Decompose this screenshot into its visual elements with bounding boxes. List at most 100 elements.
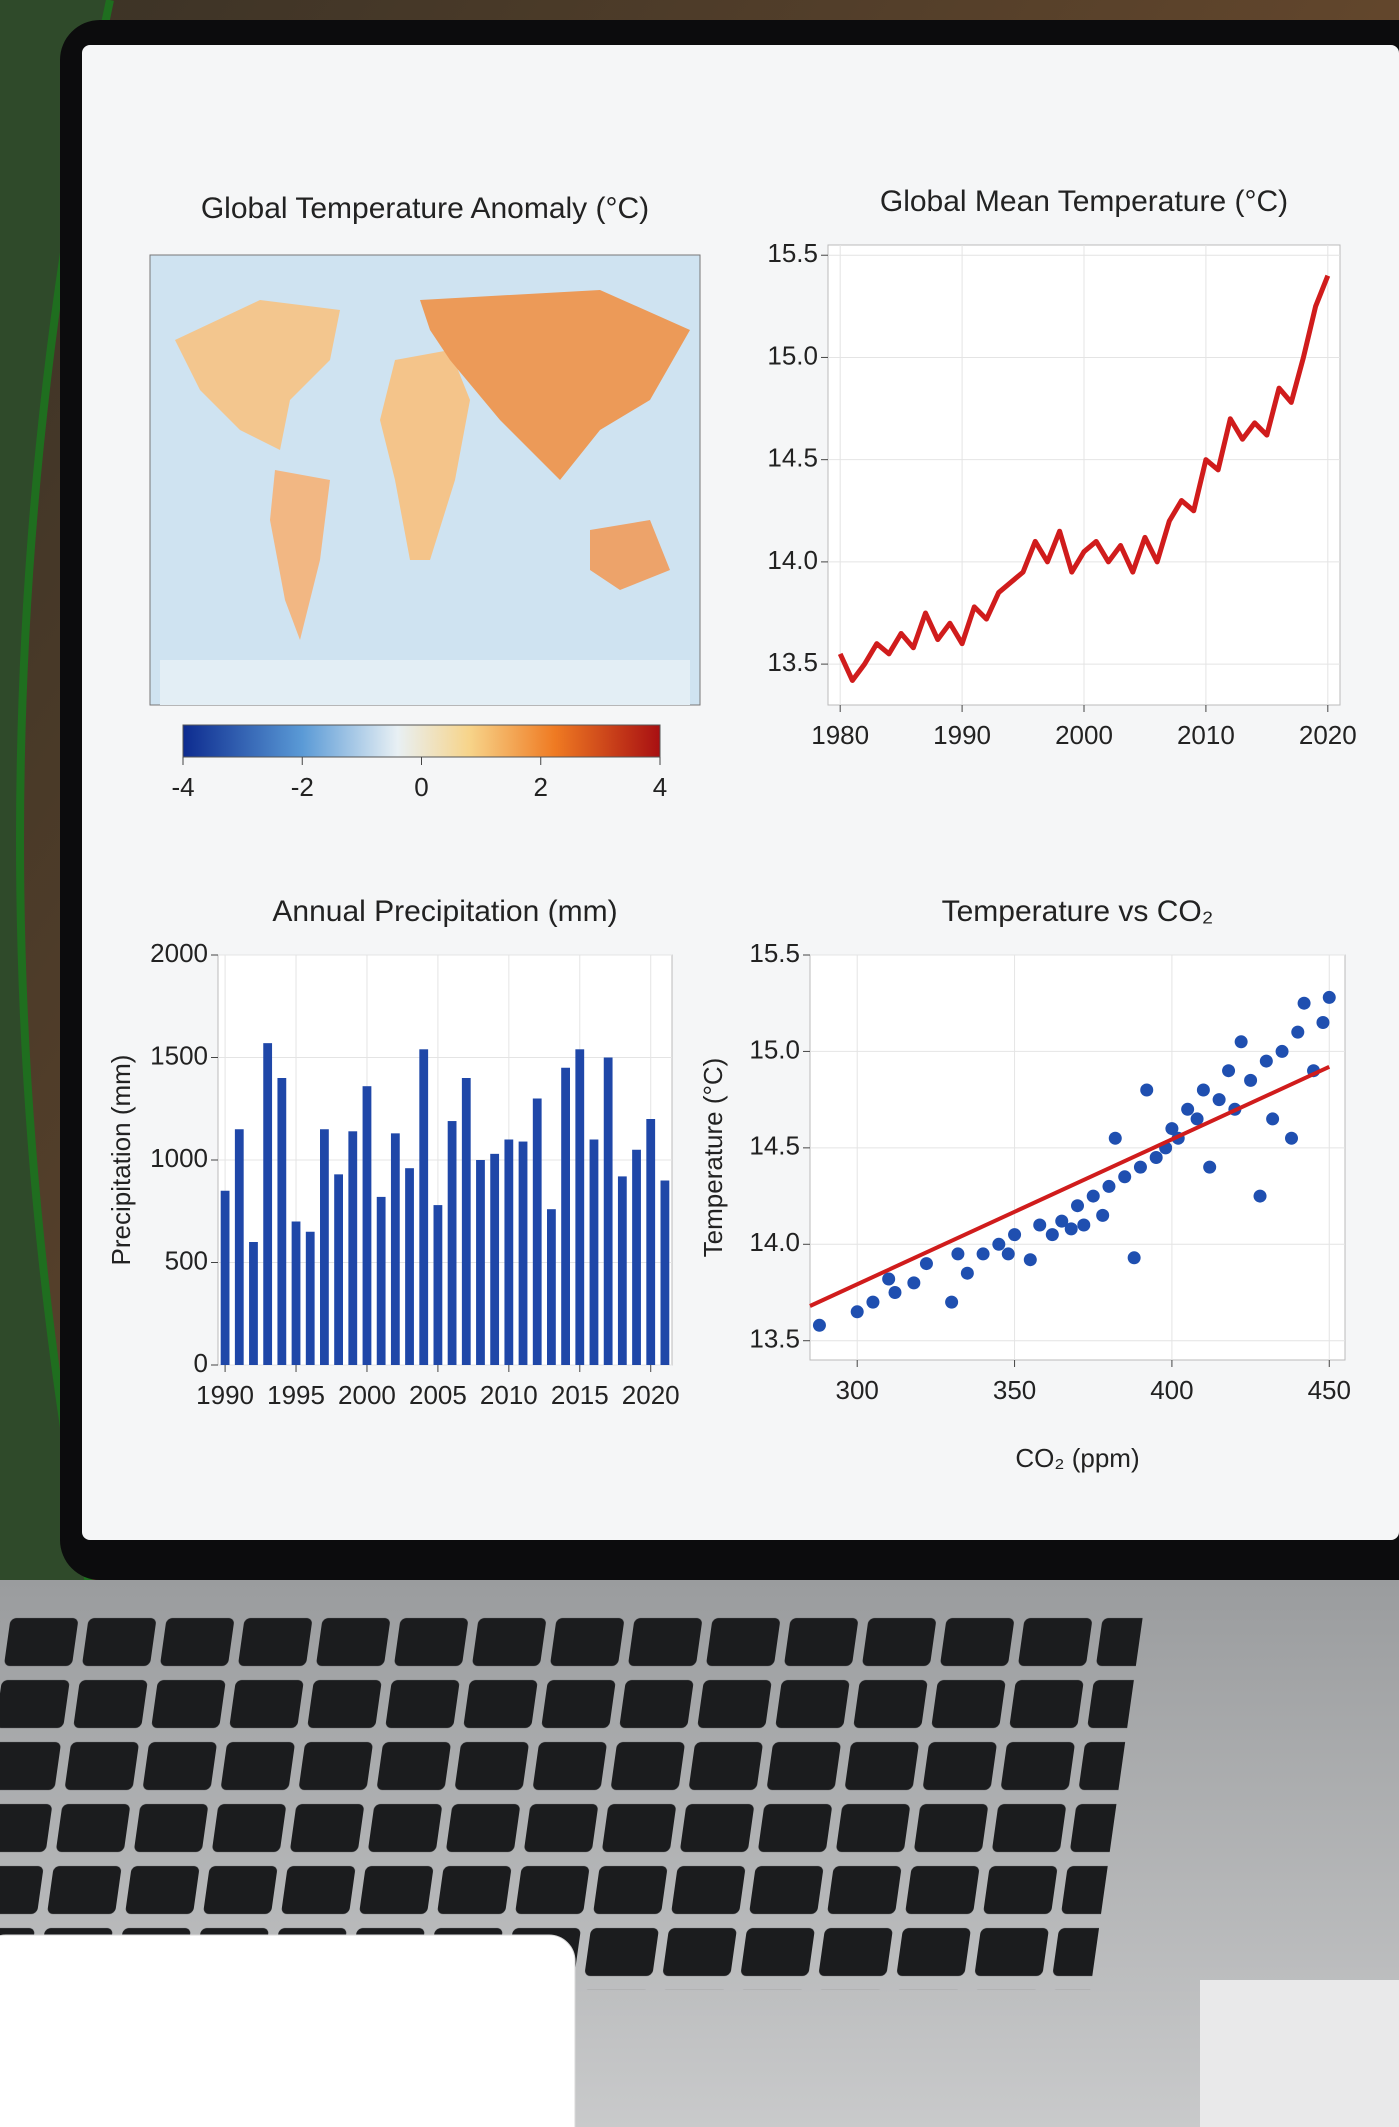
bar (434, 1205, 443, 1365)
scatter-point (1150, 1151, 1163, 1164)
bar (405, 1168, 414, 1365)
card (0, 1935, 575, 2127)
bar (221, 1191, 230, 1365)
chart-title: Global Mean Temperature (°C) (880, 185, 1288, 218)
scatter-point (907, 1276, 920, 1289)
y-tick-label: 15.5 (749, 938, 800, 968)
bar (277, 1078, 286, 1365)
chart-title: Global Temperature Anomaly (°C) (201, 192, 649, 225)
colorbar-tick-label: -2 (291, 772, 314, 802)
y-tick-label: 14.0 (767, 545, 818, 575)
x-tick-label: 1990 (196, 1380, 254, 1410)
x-tick-label: 2010 (1177, 720, 1235, 750)
bar (490, 1154, 499, 1365)
bar (533, 1099, 542, 1366)
scatter-point (1197, 1084, 1210, 1097)
bar (646, 1119, 655, 1365)
x-tick-label: 2000 (1055, 720, 1113, 750)
x-tick-label: 2020 (1299, 720, 1357, 750)
keyboard (0, 1610, 1144, 1990)
scatter-point (977, 1247, 990, 1260)
y-tick-label: 15.5 (767, 238, 818, 268)
bar (263, 1043, 272, 1365)
x-tick-label: 1980 (811, 720, 869, 750)
y-axis-label: Temperature (°C) (698, 1058, 728, 1258)
bar (590, 1140, 599, 1366)
scatter-point (813, 1319, 826, 1332)
y-tick-label: 500 (165, 1245, 208, 1275)
colorbar-tick-label: -4 (171, 772, 194, 802)
map-art (150, 255, 700, 757)
scatter-point (945, 1296, 958, 1309)
bar (320, 1129, 329, 1365)
scatter-point (1266, 1112, 1279, 1125)
page: Global Temperature Anomaly (°C)-4-2024Gl… (0, 0, 1399, 2127)
scatter-point (1260, 1055, 1273, 1068)
scatter-point (951, 1247, 964, 1260)
scatter-point (1316, 1016, 1329, 1029)
scatter-point (1298, 997, 1311, 1010)
bar (306, 1232, 315, 1365)
bar (462, 1078, 471, 1365)
scatter-point (1222, 1064, 1235, 1077)
y-tick-label: 15.0 (767, 340, 818, 370)
scatter-point (1181, 1103, 1194, 1116)
scatter-point (1087, 1190, 1100, 1203)
x-tick-label: 2020 (622, 1380, 680, 1410)
scatter-point (992, 1238, 1005, 1251)
x-tick-label: 450 (1308, 1375, 1351, 1405)
scatter-point (1033, 1219, 1046, 1232)
bar (504, 1140, 513, 1366)
x-tick-label: 300 (836, 1375, 879, 1405)
scatter-point (1046, 1228, 1059, 1241)
scatter-point (1213, 1093, 1226, 1106)
bar (519, 1142, 528, 1365)
scatter-point (961, 1267, 974, 1280)
x-tick-label: 2005 (409, 1380, 467, 1410)
scatter-point (851, 1305, 864, 1318)
chart-title: Temperature vs CO₂ (942, 895, 1214, 928)
y-axis-label: Precipitation (mm) (106, 1055, 136, 1266)
bar (661, 1181, 670, 1366)
colorbar-tick-label: 4 (653, 772, 667, 802)
x-tick-label: 2010 (480, 1380, 538, 1410)
scatter-point (1128, 1251, 1141, 1264)
scatter-point (866, 1296, 879, 1309)
y-tick-label: 15.0 (749, 1034, 800, 1064)
bar (292, 1222, 301, 1366)
bar (391, 1133, 400, 1365)
bar (618, 1176, 627, 1365)
y-tick-label: 14.5 (767, 443, 818, 473)
x-tick-label: 2015 (551, 1380, 609, 1410)
bar (334, 1174, 343, 1365)
colorbar-tick-label: 0 (414, 772, 428, 802)
scatter-point (1244, 1074, 1257, 1087)
bar (561, 1068, 570, 1365)
colorbar (183, 725, 660, 757)
bar (547, 1209, 556, 1365)
x-tick-label: 2000 (338, 1380, 396, 1410)
scatter-point (1134, 1161, 1147, 1174)
bar (448, 1121, 457, 1365)
scatter-point (888, 1286, 901, 1299)
scatter-point (1008, 1228, 1021, 1241)
scatter-point (1254, 1190, 1267, 1203)
y-tick-label: 1000 (150, 1143, 208, 1173)
bar (575, 1049, 584, 1365)
scatter-point (1102, 1180, 1115, 1193)
scatter-point (1065, 1222, 1078, 1235)
bar (235, 1129, 244, 1365)
plot-area (810, 955, 1345, 1360)
scatter-point (1235, 1035, 1248, 1048)
bar (377, 1197, 386, 1365)
x-axis-label: CO₂ (ppm) (1015, 1443, 1139, 1473)
scene: Global Temperature Anomaly (°C)-4-2024Gl… (0, 0, 1399, 2127)
bar (604, 1058, 613, 1366)
bar (632, 1150, 641, 1365)
scatter-point (1285, 1132, 1298, 1145)
bar (363, 1086, 372, 1365)
scatter-point (1323, 991, 1336, 1004)
scatter-point (1024, 1253, 1037, 1266)
paper (1200, 1980, 1399, 2127)
y-tick-label: 0 (194, 1348, 208, 1378)
